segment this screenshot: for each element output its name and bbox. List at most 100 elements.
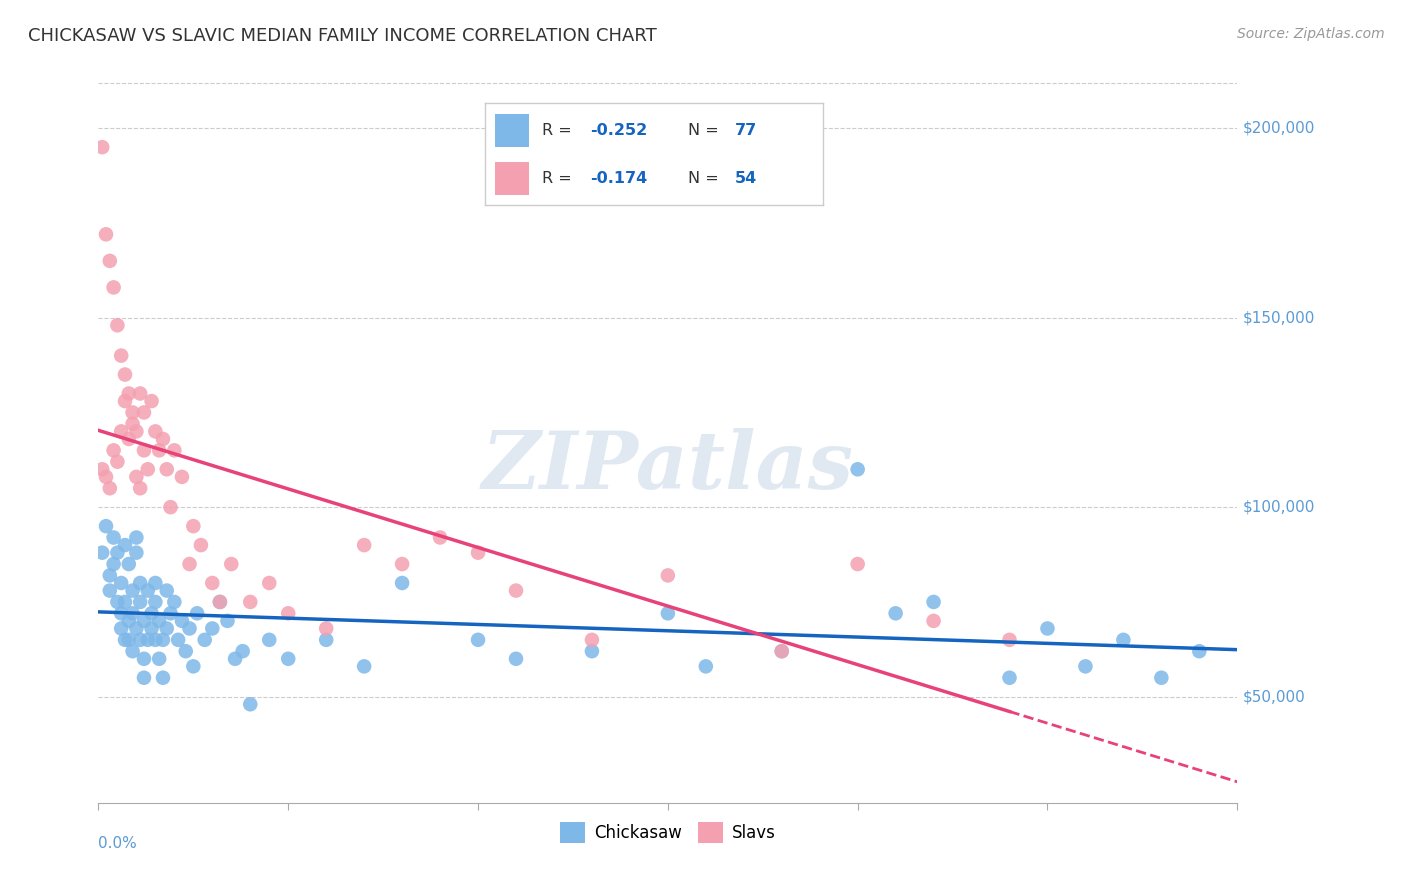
Text: $100,000: $100,000: [1243, 500, 1316, 515]
Point: [103, 531, 125, 545]
Point: [129, 576, 152, 591]
Point: [277, 607, 299, 621]
Point: [118, 557, 141, 571]
Point: [152, 432, 174, 446]
Point: [201, 622, 224, 636]
Text: N =: N =: [688, 171, 724, 186]
Point: [132, 614, 155, 628]
Text: $200,000: $200,000: [1243, 120, 1316, 136]
Point: [148, 652, 170, 666]
Point: [121, 644, 143, 658]
Point: [581, 644, 603, 658]
Point: [201, 576, 224, 591]
Point: [179, 622, 201, 636]
Point: [1188, 644, 1211, 658]
Point: [118, 632, 141, 647]
Point: [121, 583, 143, 598]
Point: [884, 607, 907, 621]
Point: [846, 557, 869, 571]
Point: [145, 576, 167, 591]
Point: [91, 140, 114, 154]
Point: [107, 318, 129, 333]
Point: [110, 576, 132, 591]
Point: [136, 583, 159, 598]
Point: [217, 614, 239, 628]
Text: ZIPatlas: ZIPatlas: [482, 427, 853, 505]
Point: [183, 519, 205, 533]
FancyBboxPatch shape: [495, 162, 529, 194]
Text: -0.252: -0.252: [589, 123, 647, 137]
Text: R =: R =: [543, 123, 578, 137]
Point: [103, 443, 125, 458]
Point: [391, 557, 413, 571]
Text: $50,000: $50,000: [1243, 690, 1306, 704]
Point: [141, 394, 163, 409]
Point: [91, 546, 114, 560]
Text: R =: R =: [543, 171, 578, 186]
Point: [581, 632, 603, 647]
Point: [136, 632, 159, 647]
Point: [922, 614, 945, 628]
FancyBboxPatch shape: [495, 114, 529, 146]
Point: [121, 417, 143, 431]
Point: [163, 595, 186, 609]
Point: [208, 595, 231, 609]
Point: [110, 425, 132, 439]
Point: [98, 253, 121, 268]
Point: [505, 583, 527, 598]
Point: [174, 644, 197, 658]
Point: [125, 470, 148, 484]
Point: [94, 519, 117, 533]
Point: [125, 425, 148, 439]
Point: [94, 227, 117, 242]
Point: [129, 481, 152, 495]
Point: [152, 632, 174, 647]
Point: [132, 405, 155, 419]
Point: [136, 462, 159, 476]
Text: 77: 77: [735, 123, 756, 137]
Point: [114, 595, 136, 609]
Point: [118, 614, 141, 628]
Point: [353, 659, 375, 673]
Point: [657, 607, 679, 621]
Point: [259, 632, 281, 647]
Point: [98, 568, 121, 582]
Point: [125, 622, 148, 636]
Point: [107, 546, 129, 560]
Point: [148, 443, 170, 458]
Point: [190, 538, 212, 552]
Text: N =: N =: [688, 123, 724, 137]
Point: [239, 698, 262, 712]
Point: [132, 443, 155, 458]
Point: [114, 394, 136, 409]
Point: [118, 432, 141, 446]
Point: [114, 632, 136, 647]
Point: [156, 462, 179, 476]
Point: [1112, 632, 1135, 647]
Text: 0.0%: 0.0%: [98, 836, 138, 851]
Point: [129, 386, 152, 401]
Point: [141, 622, 163, 636]
Point: [846, 462, 869, 476]
Point: [125, 531, 148, 545]
Point: [224, 652, 246, 666]
Point: [152, 671, 174, 685]
Point: [467, 632, 489, 647]
Point: [129, 595, 152, 609]
Point: [194, 632, 217, 647]
Point: [118, 386, 141, 401]
Point: [239, 595, 262, 609]
Point: [103, 557, 125, 571]
Point: [141, 607, 163, 621]
Text: $150,000: $150,000: [1243, 310, 1316, 326]
Point: [170, 470, 193, 484]
Point: [315, 622, 337, 636]
Legend: Chickasaw, Slavs: Chickasaw, Slavs: [554, 815, 782, 849]
Point: [156, 622, 179, 636]
Point: [1074, 659, 1097, 673]
Text: -0.174: -0.174: [589, 171, 647, 186]
Point: [114, 538, 136, 552]
Point: [353, 538, 375, 552]
Point: [467, 546, 489, 560]
Point: [98, 583, 121, 598]
